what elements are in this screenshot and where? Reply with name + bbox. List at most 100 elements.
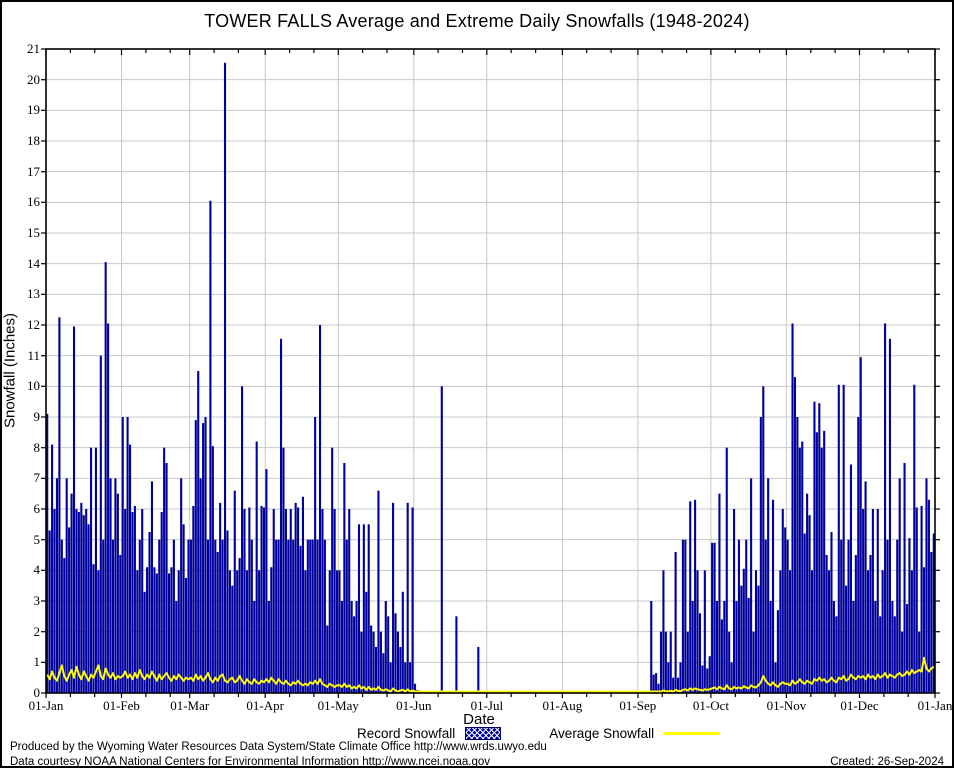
y-tick-label: 4 (33, 562, 41, 578)
x-tick-label: 01-Jun (396, 698, 432, 713)
record-bar (318, 325, 322, 693)
x-tick-label: 01-Jul (470, 698, 504, 713)
record-bar (294, 502, 297, 693)
record-bar (353, 616, 356, 693)
record-bar (796, 417, 799, 693)
y-tick-label: 16 (27, 194, 40, 210)
record-bar (306, 539, 309, 693)
footer-created-date: Created: 26-Sep-2024 (830, 756, 944, 768)
record-bar (60, 539, 63, 693)
record-bar (730, 662, 733, 693)
record-bar (659, 631, 663, 693)
record-bar (331, 447, 334, 693)
record-bar (114, 478, 117, 693)
footer-produced-by: Produced by the Wyoming Water Resources … (10, 741, 547, 753)
x-tick-label: 01-Jan (917, 698, 953, 713)
record-bar (691, 601, 694, 693)
record-bar (265, 469, 268, 693)
record-bar (681, 539, 684, 693)
legend-label-record: Record Snowfall (357, 726, 456, 741)
record-bar (109, 478, 112, 693)
record-bar (253, 601, 256, 693)
record-bar (737, 539, 740, 693)
record-bar (920, 505, 923, 693)
record-bar (58, 317, 61, 693)
record-bar (77, 512, 80, 693)
record-bar (267, 601, 270, 693)
record-bar (124, 509, 127, 693)
record-bar (676, 677, 680, 693)
record-bar (214, 539, 217, 693)
record-snowfall-swatch-icon (465, 727, 502, 740)
record-bar (255, 441, 258, 693)
record-bar (764, 539, 767, 693)
record-bar (767, 478, 770, 693)
record-bar (175, 601, 178, 693)
record-bar (141, 509, 144, 693)
record-bar (455, 616, 458, 693)
x-tick-label: 01-Aug (542, 698, 583, 713)
y-tick-label: 13 (27, 286, 40, 302)
record-bar (228, 570, 231, 693)
axis-ticks (41, 48, 940, 698)
record-bar (350, 601, 353, 693)
y-axis-title: Snowfall (Inches) (1, 312, 19, 429)
record-bar (48, 530, 51, 693)
record-bar (706, 668, 709, 693)
record-bar (377, 490, 380, 693)
record-bar (138, 539, 141, 693)
record-bar (384, 601, 387, 693)
average-snowfall-line-icon (664, 732, 721, 735)
y-tick-label: 12 (27, 317, 40, 332)
x-tick-label: 01-May (317, 698, 359, 713)
record-bar (187, 539, 190, 693)
record-bar (672, 677, 675, 693)
record-bar (679, 662, 682, 693)
record-bar (404, 662, 407, 693)
record-bar (703, 570, 706, 693)
legend-label-average: Average Snowfall (549, 726, 655, 741)
record-bar (759, 417, 762, 693)
record-bar (886, 539, 889, 693)
record-bar (87, 524, 90, 693)
record-bar (664, 631, 667, 693)
record-bar (849, 464, 853, 693)
record-bar (815, 432, 818, 693)
record-bar (121, 417, 124, 693)
record-bar (338, 570, 341, 693)
record-bar (328, 570, 331, 693)
record-bar (277, 539, 280, 693)
record-bar (146, 567, 149, 693)
record-bar (650, 601, 653, 693)
record-bar (248, 507, 251, 693)
record-bar (669, 631, 672, 693)
y-tick-label: 10 (27, 378, 40, 394)
record-bar (752, 631, 755, 693)
record-bar (80, 502, 83, 693)
record-bar (657, 683, 660, 693)
record-bar (857, 417, 860, 693)
record-bar (116, 493, 119, 693)
record-bar (825, 555, 828, 693)
record-bar (830, 532, 833, 693)
y-tick-label: 18 (27, 133, 40, 148)
record-bar (126, 417, 129, 693)
record-bar (128, 444, 132, 693)
record-bar (340, 601, 343, 693)
record-bar (686, 631, 689, 693)
record-bar (791, 323, 794, 693)
record-bar (367, 524, 370, 693)
record-bar (53, 509, 56, 693)
record-bar (862, 509, 865, 693)
record-bar (925, 478, 928, 693)
record-bar (901, 631, 904, 693)
record-bar (82, 515, 85, 693)
record-bar (842, 384, 845, 693)
record-bar (893, 616, 896, 693)
record-bar (835, 616, 838, 693)
record-bar (372, 631, 375, 693)
record-bar (781, 509, 784, 693)
record-bar (922, 567, 926, 693)
record-bar (92, 564, 95, 693)
